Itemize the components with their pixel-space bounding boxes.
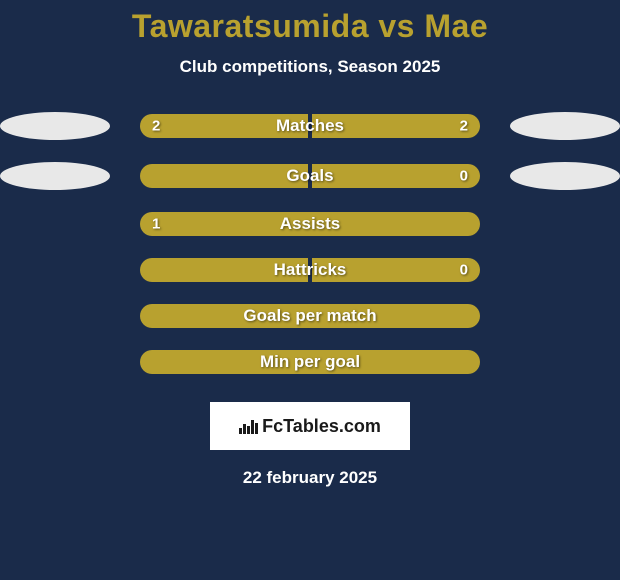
bar-segment-left <box>140 164 308 188</box>
left-player-photo <box>0 112 110 140</box>
stat-label: Hattricks <box>274 260 347 280</box>
date-text: 22 february 2025 <box>243 468 377 488</box>
bar-segment-right <box>312 164 480 188</box>
watermark-label: FcTables.com <box>262 416 381 437</box>
stat-row: Goals per match <box>0 304 620 328</box>
page-subtitle: Club competitions, Season 2025 <box>180 57 441 77</box>
page-title: Tawaratsumida vs Mae <box>132 8 488 45</box>
stat-row: Min per goal <box>0 350 620 374</box>
stat-bar: Hattricks 0 <box>140 258 480 282</box>
stat-row: Hattricks 0 <box>0 258 620 282</box>
watermark-text: FcTables.com <box>239 416 381 437</box>
stat-bar: Min per goal <box>140 350 480 374</box>
left-player-photo <box>0 162 110 190</box>
stat-bar: Matches 2 2 <box>140 114 480 138</box>
stat-label: Goals <box>286 166 333 186</box>
stat-row: Assists 1 <box>0 212 620 236</box>
stats-container: Matches 2 2 Goals 0 Assists 1 Hattricks 0 Goals p… <box>0 112 620 396</box>
stat-row: Matches 2 2 <box>0 112 620 140</box>
stat-bar: Goals per match <box>140 304 480 328</box>
stat-value-right: 2 <box>460 118 468 135</box>
stat-label: Matches <box>276 116 344 136</box>
stat-value-right: 0 <box>460 262 468 279</box>
comparison-infographic: Tawaratsumida vs Mae Club competitions, … <box>0 0 620 580</box>
stat-value-right: 0 <box>460 168 468 185</box>
right-player-photo <box>510 162 620 190</box>
stat-value-left: 2 <box>152 118 160 135</box>
stat-label: Assists <box>280 214 340 234</box>
stat-bar: Assists 1 <box>140 212 480 236</box>
right-player-photo <box>510 112 620 140</box>
stat-value-left: 1 <box>152 216 160 233</box>
watermark-box: FcTables.com <box>210 402 410 450</box>
stat-label: Goals per match <box>243 306 376 326</box>
stat-bar: Goals 0 <box>140 164 480 188</box>
chart-icon <box>239 418 258 434</box>
stat-row: Goals 0 <box>0 162 620 190</box>
stat-label: Min per goal <box>260 352 360 372</box>
